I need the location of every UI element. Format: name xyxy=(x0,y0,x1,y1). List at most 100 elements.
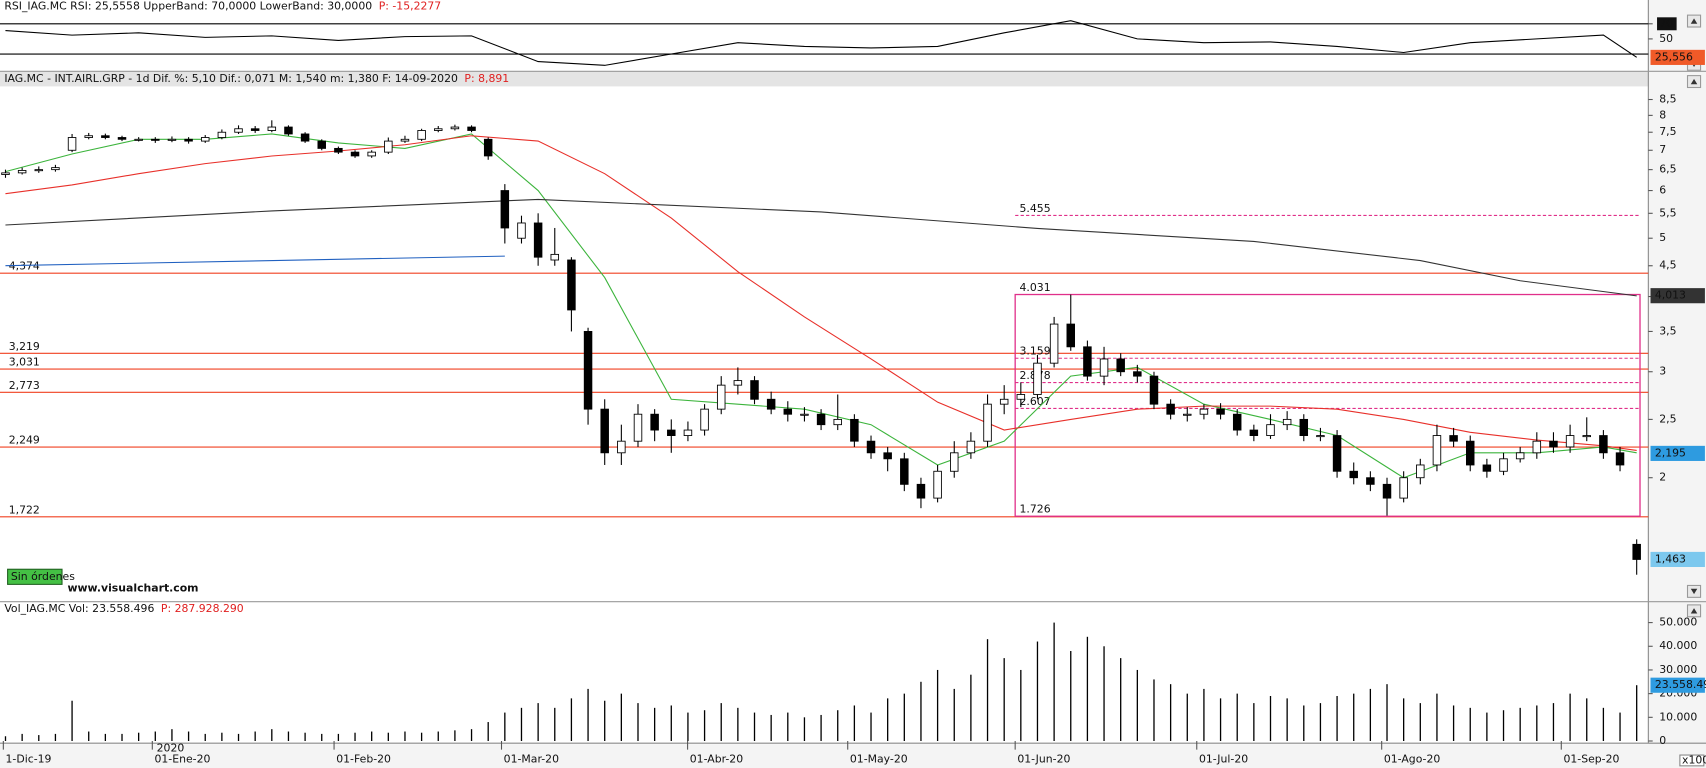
candle-body xyxy=(950,452,959,472)
series-line xyxy=(5,255,505,267)
volume-bar xyxy=(1103,646,1105,741)
volume-bar xyxy=(404,731,406,741)
candle-body xyxy=(800,413,809,416)
candle-body xyxy=(650,413,659,431)
candle-body xyxy=(17,170,27,174)
volume-bar xyxy=(737,707,739,741)
y-tick-label: 6 xyxy=(1659,184,1666,197)
candle-body xyxy=(101,135,110,138)
y-tick-label: 7 xyxy=(1659,143,1666,156)
candle-body xyxy=(1249,429,1259,436)
volume-bar xyxy=(1120,658,1122,741)
x-tick-label: 01-May-20 xyxy=(850,752,908,765)
volume-bar xyxy=(204,733,206,741)
volume-bar xyxy=(1436,693,1438,741)
volume-bar xyxy=(504,712,506,741)
y-tick-label: 5,5 xyxy=(1659,206,1676,219)
candle-body xyxy=(766,398,776,410)
candle-body xyxy=(600,408,609,454)
volume-bar xyxy=(304,732,306,741)
volume-bar xyxy=(137,732,140,741)
volume-bar xyxy=(1003,658,1005,741)
candle-body xyxy=(250,128,260,131)
candle-body xyxy=(1565,435,1575,448)
volume-bar xyxy=(604,700,606,741)
retracement-label: 4.031 xyxy=(1020,281,1051,294)
candle-body xyxy=(700,408,709,431)
price-tag-label: 4,013 xyxy=(1655,289,1686,302)
series-line xyxy=(5,20,1637,66)
candle-body xyxy=(434,128,443,131)
candle-body xyxy=(1449,435,1458,442)
date-axis-strip xyxy=(0,744,1706,768)
candle-body xyxy=(417,130,426,140)
title-text: RSI_IAG.MC RSI: 25,5558 UpperBand: 70,00… xyxy=(4,0,372,12)
candle-body xyxy=(117,137,127,140)
volume-bar xyxy=(4,736,7,741)
candle-body xyxy=(51,167,60,171)
volume-bar xyxy=(703,710,706,741)
level-label: 2,773 xyxy=(9,379,40,392)
candle-body xyxy=(500,190,510,229)
volume-bar xyxy=(1452,705,1455,741)
series-line xyxy=(5,135,1637,451)
candle-body xyxy=(1332,435,1342,472)
candle-body xyxy=(234,128,243,133)
volume-bar xyxy=(903,693,905,741)
x-tick-label: 1-Dic-19 xyxy=(6,752,52,765)
volume-bar xyxy=(354,732,356,741)
y-tick-label: 70 xyxy=(1659,17,1673,30)
volume-bar xyxy=(287,731,290,741)
candle-body xyxy=(1465,440,1475,466)
volume-bar xyxy=(1186,693,1188,741)
candle-body xyxy=(1632,543,1641,560)
volume-bar xyxy=(1619,712,1621,741)
volume-bar xyxy=(187,731,190,741)
volume-bar xyxy=(1236,693,1238,741)
title-extra: P: 287.928.290 xyxy=(161,602,244,615)
volume-bar xyxy=(1369,688,1372,741)
volume-bar xyxy=(1519,707,1521,741)
candle-body xyxy=(683,429,693,436)
y-tick-label: 2,5 xyxy=(1659,412,1676,425)
volume-bar xyxy=(221,732,223,741)
right-axis-strip xyxy=(1648,0,1706,768)
x-tick-label: 01-Sep-20 xyxy=(1563,752,1619,765)
panel-title: Vol_IAG.MC Vol: 23.558.496 P: 287.928.290 xyxy=(4,602,243,615)
candle-body xyxy=(467,126,476,131)
y-tick-label: 50.000 xyxy=(1659,616,1697,629)
volume-bar xyxy=(21,733,23,741)
status-badge xyxy=(7,568,63,585)
candle-body xyxy=(284,126,293,135)
arrow-icon xyxy=(1690,608,1698,614)
arrow-icon xyxy=(1690,18,1698,24)
candle-body xyxy=(200,137,210,142)
candle-body xyxy=(1349,470,1358,479)
volume-bar xyxy=(1469,707,1471,741)
retracement-label: 1.726 xyxy=(1020,503,1051,516)
volume-bar xyxy=(104,733,107,741)
title-extra: P: 8,891 xyxy=(464,72,509,85)
price-tag xyxy=(1650,288,1705,304)
candle-body xyxy=(733,380,743,386)
y-tick-label: 50 xyxy=(1659,32,1673,45)
unit-label: x1000 xyxy=(1682,753,1706,766)
series-line xyxy=(5,198,1637,297)
volume-bar xyxy=(420,732,423,741)
price-tag-label: 23.558.49 xyxy=(1655,678,1706,691)
volume-bar xyxy=(1036,641,1039,741)
candle-body xyxy=(1549,440,1558,448)
volume-bar xyxy=(1552,703,1555,741)
candle-body xyxy=(1416,464,1425,479)
candle-body xyxy=(617,440,626,454)
volume-bar xyxy=(687,712,689,741)
volume-bar xyxy=(1269,696,1272,741)
volume-bar xyxy=(653,707,656,741)
volume-bar xyxy=(1586,698,1588,741)
volume-bar xyxy=(171,729,173,741)
volume-bar xyxy=(1303,705,1305,741)
volume-bar xyxy=(1153,679,1155,741)
candle-body xyxy=(1083,346,1092,377)
x-tick-label: 01-Mar-20 xyxy=(504,752,559,765)
